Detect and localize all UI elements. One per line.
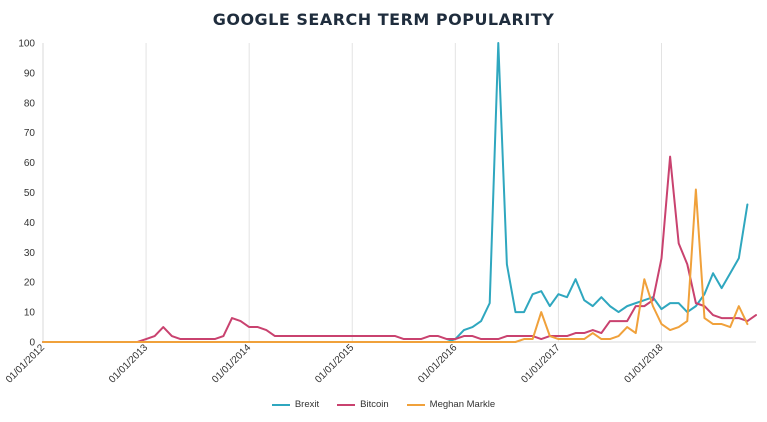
y-tick-label: 100	[18, 39, 35, 50]
x-tick-label: 01/01/2013	[107, 342, 150, 385]
x-tick-label: 01/01/2016	[416, 342, 459, 385]
series-line-bitcoin	[42, 155, 757, 343]
y-tick-label: 20	[24, 278, 36, 289]
legend: Brexit Bitcoin Meghan Markle	[0, 399, 767, 410]
y-tick-label: 0	[29, 338, 35, 349]
gridlines	[42, 43, 663, 342]
legend-swatch-meghan-markle	[406, 403, 425, 406]
x-tick-label: 01/01/2014	[210, 342, 253, 385]
legend-label-brexit: Brexit	[294, 399, 320, 410]
y-axis-ticks: 0 10 20 30 40 50 60 70 80 90 100	[18, 39, 35, 349]
x-tick-label: 01/01/2017	[519, 342, 562, 385]
series-line-meghan-markle	[42, 188, 749, 343]
y-tick-label: 70	[24, 128, 36, 139]
series-line-brexit	[42, 42, 749, 343]
y-tick-label: 50	[24, 188, 36, 199]
x-tick-label: 01/01/2015	[313, 342, 356, 385]
y-tick-label: 90	[24, 68, 36, 79]
x-tick-label: 01/01/2012	[4, 342, 47, 385]
legend-swatch-bitcoin	[337, 403, 356, 406]
y-tick-label: 10	[24, 308, 36, 319]
x-axis-ticks: 01/01/2012 01/01/2013 01/01/2014 01/01/2015…	[4, 342, 666, 385]
legend-item-meghan-markle[interactable]: Meghan Markle	[406, 399, 496, 410]
legend-label-bitcoin: Bitcoin	[360, 399, 389, 410]
y-tick-label: 60	[24, 158, 36, 169]
legend-item-bitcoin[interactable]: Bitcoin	[337, 399, 389, 410]
series-lines	[42, 42, 757, 343]
chart-title: GOOGLE SEARCH TERM POPULARITY	[212, 10, 555, 29]
y-tick-label: 80	[24, 98, 36, 109]
legend-swatch-brexit	[271, 403, 290, 406]
y-tick-label: 40	[24, 218, 36, 229]
y-tick-label: 30	[24, 248, 36, 259]
legend-item-brexit[interactable]: Brexit	[271, 399, 320, 410]
legend-label-meghan-markle: Meghan Markle	[429, 399, 496, 410]
x-tick-label: 01/01/2018	[622, 342, 665, 385]
